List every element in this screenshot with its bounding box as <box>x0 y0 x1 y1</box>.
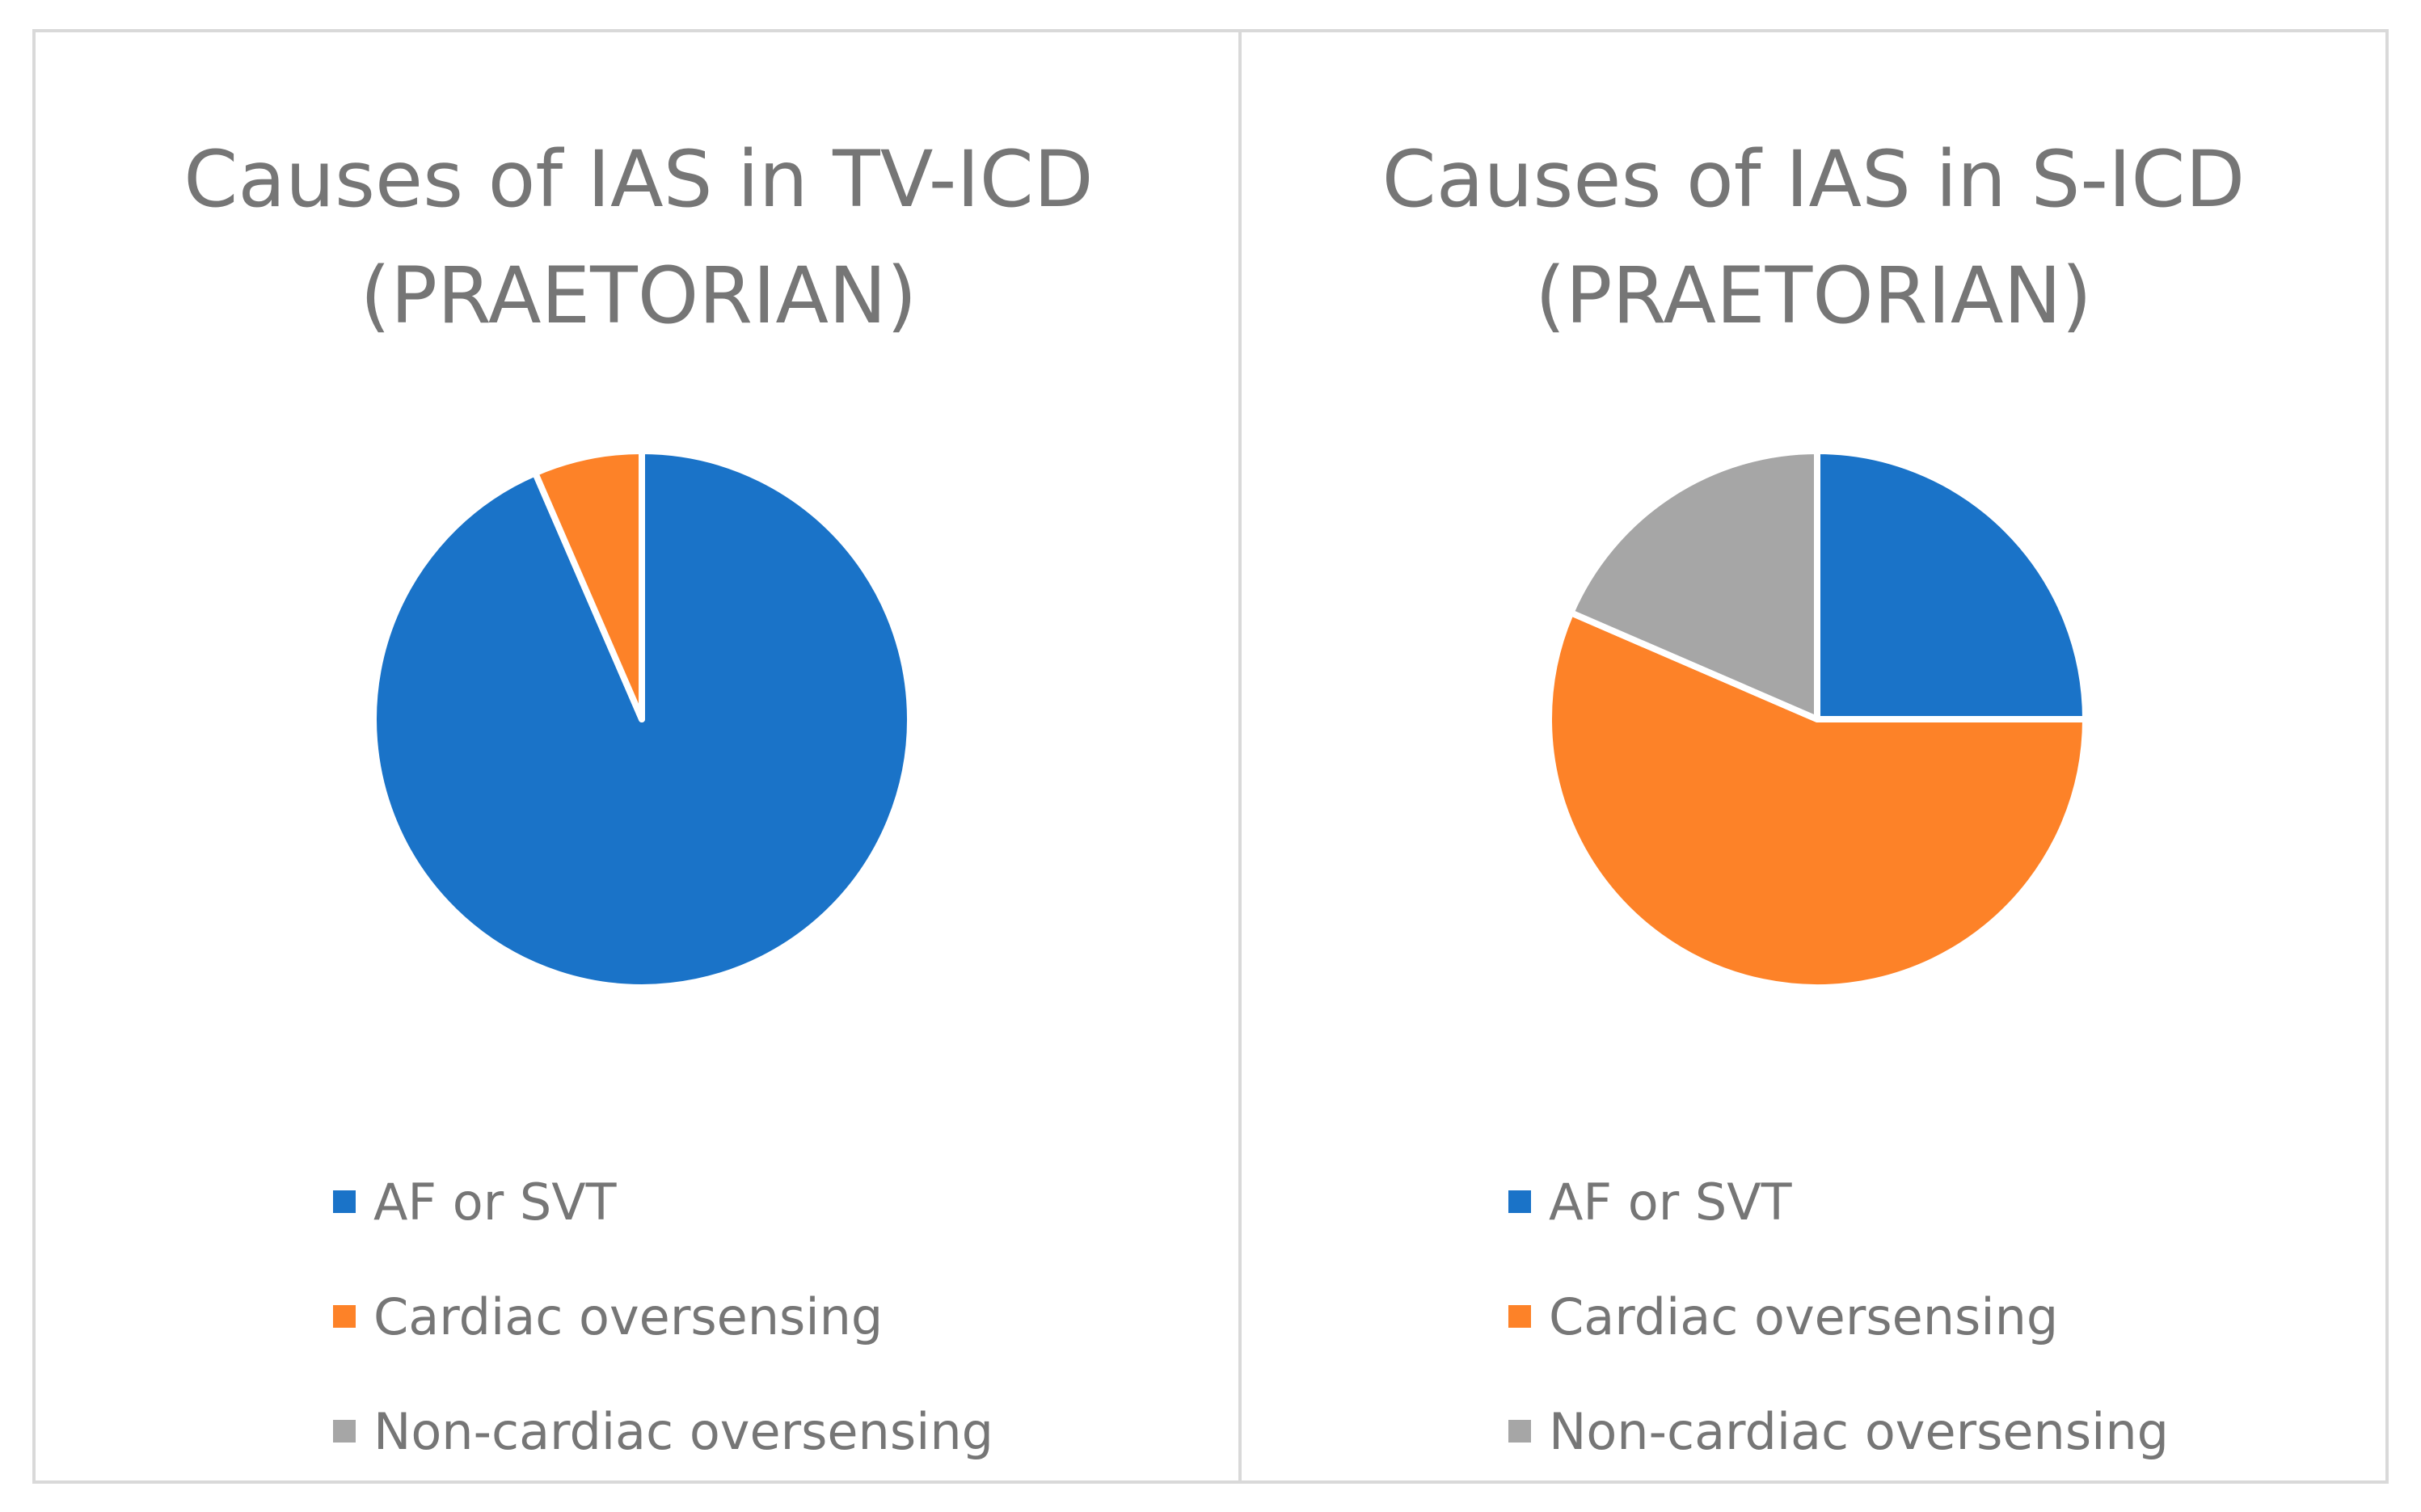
legend-item-cardiac-oversensing: Cardiac oversensing <box>333 1259 993 1374</box>
pie-slice-cardiac-oversensing <box>532 448 645 722</box>
legend-swatch-icon <box>1508 1420 1531 1443</box>
pie-chart-s-icd <box>1546 448 2089 991</box>
chart-panel-tv-icd: Causes of IAS in TV-ICD (PRAETORIAN) AF … <box>32 29 1245 1484</box>
legend-swatch-icon <box>333 1190 356 1213</box>
legend-item-non-cardiac-oversensing: Non-cardiac oversensing <box>1508 1374 2169 1489</box>
legend-swatch-icon <box>333 1420 356 1443</box>
pie-slice-non-cardiac-oversensing <box>1567 448 1820 722</box>
legend-item-non-cardiac-oversensing: Non-cardiac oversensing <box>333 1374 993 1489</box>
chart-title-line-2: (PRAETORIAN) <box>360 251 917 341</box>
legend-label: Non-cardiac oversensing <box>1549 1401 2170 1461</box>
legend-item-af-or-svt: AF or SVT <box>333 1144 993 1259</box>
chart-title-line-1: Causes of IAS in TV-ICD <box>183 134 1094 225</box>
legend-label: AF or SVT <box>1549 1172 1792 1232</box>
pie-slice-cardiac-oversensing <box>1546 609 2089 991</box>
chart-title: Causes of IAS in S-ICD (PRAETORIAN) <box>1242 121 2385 354</box>
pie-chart-tv-icd <box>370 448 913 991</box>
legend: AF or SVT Cardiac oversensing Non-cardia… <box>1508 1144 2169 1489</box>
legend-swatch-icon <box>1508 1190 1531 1213</box>
chart-title-line-1: Causes of IAS in S-ICD <box>1381 134 2246 225</box>
legend-item-af-or-svt: AF or SVT <box>1508 1144 2169 1259</box>
legend: AF or SVT Cardiac oversensing Non-cardia… <box>333 1144 993 1489</box>
legend-label: Cardiac oversensing <box>373 1287 884 1346</box>
legend-label: Non-cardiac oversensing <box>373 1401 994 1461</box>
legend-item-cardiac-oversensing: Cardiac oversensing <box>1508 1259 2169 1374</box>
pie-slice-af-or-svt <box>1814 448 2089 722</box>
chart-title: Causes of IAS in TV-ICD (PRAETORIAN) <box>36 121 1242 354</box>
chart-panel-s-icd: Causes of IAS in S-ICD (PRAETORIAN) AF o… <box>1238 29 2389 1484</box>
legend-label: Cardiac oversensing <box>1549 1287 2059 1346</box>
legend-label: AF or SVT <box>373 1172 617 1232</box>
chart-title-line-2: (PRAETORIAN) <box>1535 251 2092 341</box>
legend-swatch-icon <box>333 1305 356 1328</box>
legend-swatch-icon <box>1508 1305 1531 1328</box>
